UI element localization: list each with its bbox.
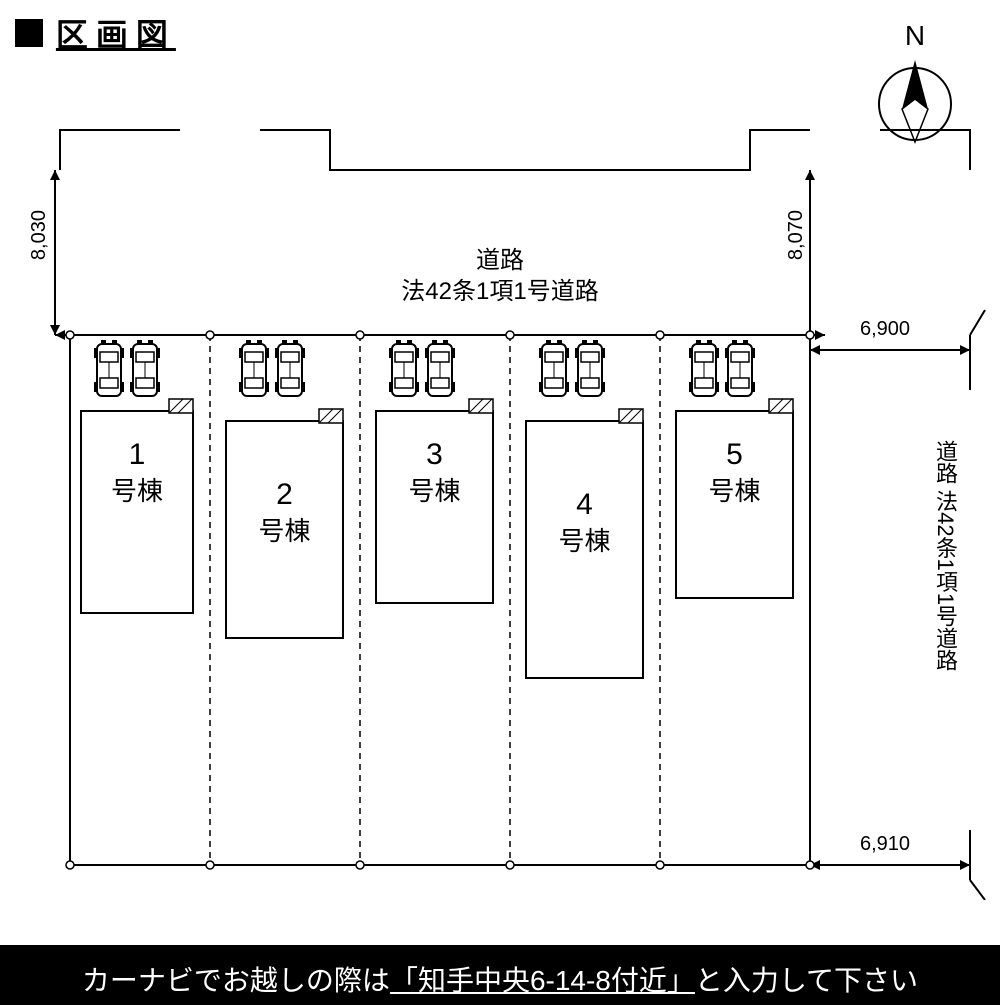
dim-right-inner-vertical: 8,070 [785, 210, 808, 260]
entrance-icon [318, 408, 344, 424]
footer-suffix: と入力して下さい [695, 959, 918, 999]
lot-building: 5 号棟 [675, 410, 794, 599]
parking-cars [538, 338, 606, 402]
footer-prefix: カーナビでお越しの際は [82, 959, 390, 999]
car-icon [388, 338, 420, 402]
car-icon [93, 338, 125, 402]
dim-top-right: 6,900 [860, 318, 910, 341]
plot-diagram: 道路 法42条1項1号道路 道路 法42条1項1号道路 8,030 8,070 … [10, 110, 990, 900]
entrance-icon [618, 408, 644, 424]
lot-suffix: 号棟 [111, 476, 163, 506]
car-icon [129, 338, 161, 402]
lot-label: 5 号棟 [708, 437, 760, 509]
car-icon [274, 338, 306, 402]
title-text: 区画図 [56, 17, 176, 53]
footer-bar: カーナビでお越しの際は 「知手中央6-14-8付近」 と入力して下さい [0, 945, 1000, 1005]
dim-left-vertical: 8,030 [28, 210, 51, 260]
lot-label: 3 号棟 [408, 437, 460, 509]
entrance-icon [468, 398, 494, 414]
lot-label: 1 号棟 [111, 437, 163, 509]
entrance-icon [768, 398, 794, 414]
lot-number: 3 [426, 438, 443, 471]
road-right-line2: 法42条1項1号道路 [933, 490, 958, 671]
lot-building: 2 号棟 [225, 420, 344, 639]
car-icon [574, 338, 606, 402]
car-icon [238, 338, 270, 402]
compass-north-label: N [870, 20, 960, 52]
car-icon [724, 338, 756, 402]
parking-cars [238, 338, 306, 402]
lot-suffix: 号棟 [708, 476, 760, 506]
title-square-icon [15, 19, 43, 47]
lot-label: 4 号棟 [558, 487, 610, 559]
lot-suffix: 号棟 [258, 516, 310, 546]
lot-number: 1 [129, 438, 146, 471]
footer-address: 「知手中央6-14-8付近」 [390, 959, 695, 999]
lot-number: 2 [276, 478, 293, 511]
lot-building: 1 号棟 [80, 410, 194, 614]
section-title: 区画図 [15, 10, 176, 56]
lot-label: 2 号棟 [258, 477, 310, 549]
lot-number: 5 [726, 438, 743, 471]
car-icon [688, 338, 720, 402]
lot-suffix: 号棟 [408, 476, 460, 506]
road-right-line1: 道路 [933, 440, 958, 484]
parking-cars [388, 338, 456, 402]
lot-number: 4 [576, 488, 593, 521]
road-label-right: 道路 法42条1項1号道路 [925, 440, 965, 671]
dim-bottom-right: 6,910 [860, 833, 910, 856]
road-label-top: 道路 法42条1項1号道路 [401, 245, 598, 307]
lot-building: 4 号棟 [525, 420, 644, 679]
parking-cars [688, 338, 756, 402]
car-icon [424, 338, 456, 402]
car-icon [538, 338, 570, 402]
lot-building: 3 号棟 [375, 410, 494, 604]
road-top-line1: 道路 [476, 247, 524, 274]
entrance-icon [168, 398, 194, 414]
lot-suffix: 号棟 [558, 526, 610, 556]
parking-cars [93, 338, 161, 402]
road-top-line2: 法42条1項1号道路 [401, 278, 598, 305]
